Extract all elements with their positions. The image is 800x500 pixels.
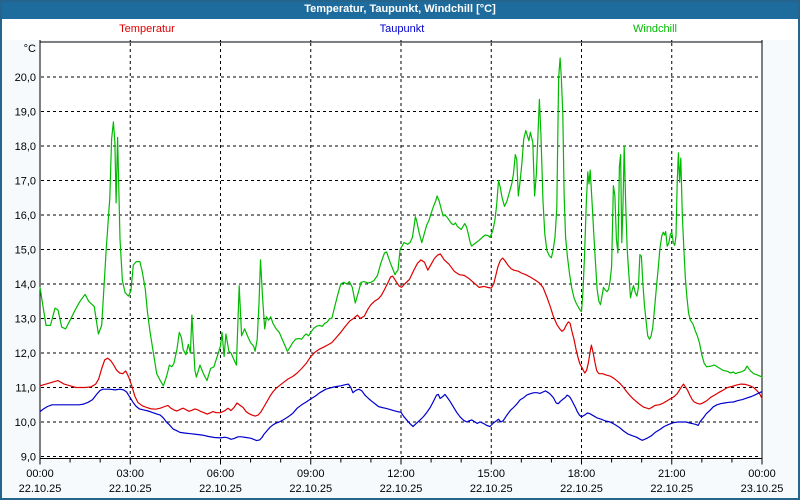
x-tick-date-label: 22.10.25 [650, 483, 693, 495]
chart-legend: Temperatur Taupunkt Windchill [2, 19, 798, 40]
y-tick-label: 18,0 [15, 141, 36, 153]
x-tick-time-label: 21:00 [658, 468, 686, 480]
y-tick-label: 16,0 [15, 210, 36, 222]
y-axis-unit-label: °C [24, 43, 36, 55]
x-tick-time-label: 15:00 [477, 468, 505, 480]
y-tick-label: 13,0 [15, 314, 36, 326]
x-tick-date-label: 23.10.25 [741, 483, 784, 495]
title-bar: Temperatur, Taupunkt, Windchill [°C] [0, 0, 800, 19]
y-tick-label: 15,0 [15, 245, 36, 257]
series-line-windchill [39, 57, 763, 387]
x-tick-date-label: 22.10.25 [560, 483, 603, 495]
series-line-temperatur [39, 253, 763, 417]
legend-item-temperatur: Temperatur [119, 23, 175, 35]
y-tick-label: 12,0 [15, 348, 36, 360]
x-tick-time-label: 03:00 [116, 468, 144, 480]
x-tick-time-label: 09:00 [297, 468, 325, 480]
y-tick-label: 9,0 [21, 452, 36, 464]
x-tick-date-label: 22.10.25 [289, 483, 332, 495]
x-tick-date-label: 22.10.25 [470, 483, 513, 495]
x-tick-time-label: 00:00 [26, 468, 54, 480]
x-tick-time-label: 06:00 [207, 468, 235, 480]
y-tick-label: 11,0 [15, 383, 36, 395]
y-tick-label: 20,0 [15, 72, 36, 84]
x-tick-date-label: 22.10.25 [380, 483, 423, 495]
legend-item-taupunkt: Taupunkt [379, 23, 425, 35]
page-title: Temperatur, Taupunkt, Windchill [°C] [304, 3, 496, 15]
y-tick-label: 19,0 [15, 107, 36, 119]
y-tick-label: 14,0 [15, 279, 36, 291]
x-tick-date-label: 22.10.25 [199, 483, 242, 495]
y-tick-label: 10,0 [15, 417, 36, 429]
x-tick-time-label: 00:00 [748, 468, 776, 480]
y-tick-label: 17,0 [15, 176, 36, 188]
x-tick-date-label: 22.10.25 [109, 483, 152, 495]
x-tick-date-label: 22.10.25 [19, 483, 62, 495]
x-tick-time-label: 18:00 [568, 468, 596, 480]
series-line-taupunkt [39, 383, 763, 442]
legend-item-windchill: Windchill [632, 23, 678, 35]
x-tick-time-label: 12:00 [387, 468, 415, 480]
